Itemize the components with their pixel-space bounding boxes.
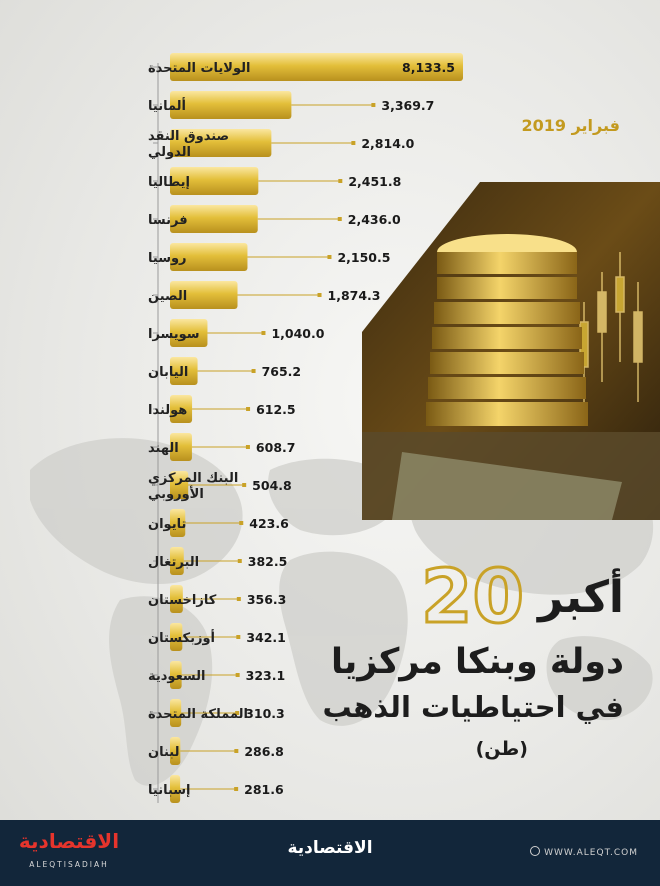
value-label: 2,150.5 <box>337 250 390 265</box>
leader-dot <box>251 369 256 373</box>
value-label: 286.8 <box>244 744 284 759</box>
brand-center-logo: الاقتصادية <box>287 838 373 858</box>
leader-dot <box>261 331 266 335</box>
gold-coins-photo <box>362 182 660 520</box>
value-label: 310.3 <box>245 706 285 721</box>
brand-logo-text: الاقتصادية <box>18 829 120 853</box>
bar <box>170 775 181 803</box>
globe-icon <box>530 846 541 856</box>
bar <box>170 661 182 689</box>
bar <box>170 281 238 309</box>
bar <box>170 319 208 347</box>
bar <box>170 91 292 119</box>
value-label: 2,451.8 <box>348 174 401 189</box>
category-label: كازاخستان <box>148 593 217 608</box>
leader-dot <box>242 483 247 487</box>
category-label: السعودية <box>148 669 206 684</box>
date-label: فبراير 2019 <box>521 116 620 135</box>
value-label: 382.5 <box>248 554 288 569</box>
category-label: إيطاليا <box>148 175 190 190</box>
value-label: 504.8 <box>252 478 292 493</box>
brand-latin-text: ALEQTISADIAH <box>29 860 109 869</box>
value-label: 608.7 <box>256 440 296 455</box>
leader-dot <box>337 217 342 221</box>
leader-dot <box>239 521 244 525</box>
leader-dot <box>237 559 242 563</box>
world-map-background <box>30 438 654 786</box>
bar <box>170 243 248 271</box>
category-label: المملكة المتحدة <box>148 707 248 722</box>
bar <box>170 471 189 499</box>
value-label: 342.1 <box>246 630 286 645</box>
title-number: 20 <box>420 554 526 640</box>
leader-dot <box>236 597 241 601</box>
value-label: 3,369.7 <box>381 98 434 113</box>
leader-dot <box>234 749 239 753</box>
value-label: 612.5 <box>256 402 296 417</box>
footer-bar: الاقتصادية ALEQTISADIAH الاقتصادية WWW.A… <box>0 820 660 886</box>
bar <box>170 129 272 157</box>
bar <box>170 395 193 423</box>
value-label: 323.1 <box>246 668 286 683</box>
title-line-2: دولة وبنكا مركزيا <box>331 642 624 682</box>
bar <box>170 357 198 385</box>
bar <box>170 547 184 575</box>
category-label: إسبانيا <box>148 783 191 798</box>
value-label: 1,040.0 <box>271 326 324 341</box>
title-block: أكبر 20 دولة وبنكا مركزيا في احتياطيات ا… <box>304 556 625 761</box>
bar <box>170 509 186 537</box>
value-label: 8,133.5 <box>402 60 455 75</box>
bar <box>170 205 258 233</box>
category-label: فرنسا <box>148 213 188 228</box>
leader-dot <box>235 673 240 677</box>
leader-dot <box>351 141 356 145</box>
title-line-1: أكبر 20 <box>304 556 624 638</box>
bar <box>170 167 259 195</box>
title-line-3: في احتياطيات الذهب <box>322 690 625 724</box>
bar <box>170 433 192 461</box>
category-label: روسيا <box>148 251 187 266</box>
leader-dot <box>317 293 322 297</box>
leader-dot <box>246 407 251 411</box>
category-label: اليابان <box>148 365 188 380</box>
bar <box>170 737 181 765</box>
category-label: البنك المركزي الأوروبي <box>148 471 238 502</box>
value-label: 423.6 <box>249 516 289 531</box>
value-label: 356.3 <box>247 592 287 607</box>
category-label: صندوق النقد الدولي <box>148 129 229 160</box>
category-label: البرتغال <box>148 555 199 570</box>
bar <box>170 585 183 613</box>
value-label: 2,814.0 <box>361 136 414 151</box>
value-label: 2,436.0 <box>348 212 401 227</box>
bar <box>170 699 182 727</box>
bar-chart: 8,133.5 الولايات المتحدة 3,369.7 ألمانيا 2,8… <box>148 53 463 803</box>
category-label: سويسرا <box>148 327 200 342</box>
title-unit: (طن) <box>475 738 528 760</box>
leader-dot <box>327 255 332 259</box>
leader-dot <box>234 787 239 791</box>
category-label: لبنان <box>148 745 179 760</box>
bar <box>170 53 463 81</box>
brand-logo: الاقتصادية ALEQTISADIAH <box>14 826 124 869</box>
value-label: 1,874.3 <box>328 288 381 303</box>
leader-dot <box>245 445 250 449</box>
leader-dot <box>236 635 241 639</box>
category-label: الولايات المتحدة <box>148 61 250 76</box>
category-label: أوزبكستان <box>148 629 215 646</box>
category-label: الهند <box>148 441 179 456</box>
value-label: 765.2 <box>262 364 302 379</box>
category-label: الصين <box>148 289 187 304</box>
leader-dot <box>235 711 240 715</box>
website-url[interactable]: WWW.ALEQT.COM <box>530 846 638 858</box>
category-label: هولندا <box>148 403 187 418</box>
category-label: تايوان <box>148 517 186 532</box>
title-top-word: أكبر <box>537 571 624 623</box>
bar <box>170 623 183 651</box>
leader-dot <box>338 179 343 183</box>
category-label: ألمانيا <box>148 97 186 114</box>
value-label: 281.6 <box>244 782 284 797</box>
leader-dot <box>371 103 376 107</box>
website-url-text: WWW.ALEQT.COM <box>544 848 638 858</box>
